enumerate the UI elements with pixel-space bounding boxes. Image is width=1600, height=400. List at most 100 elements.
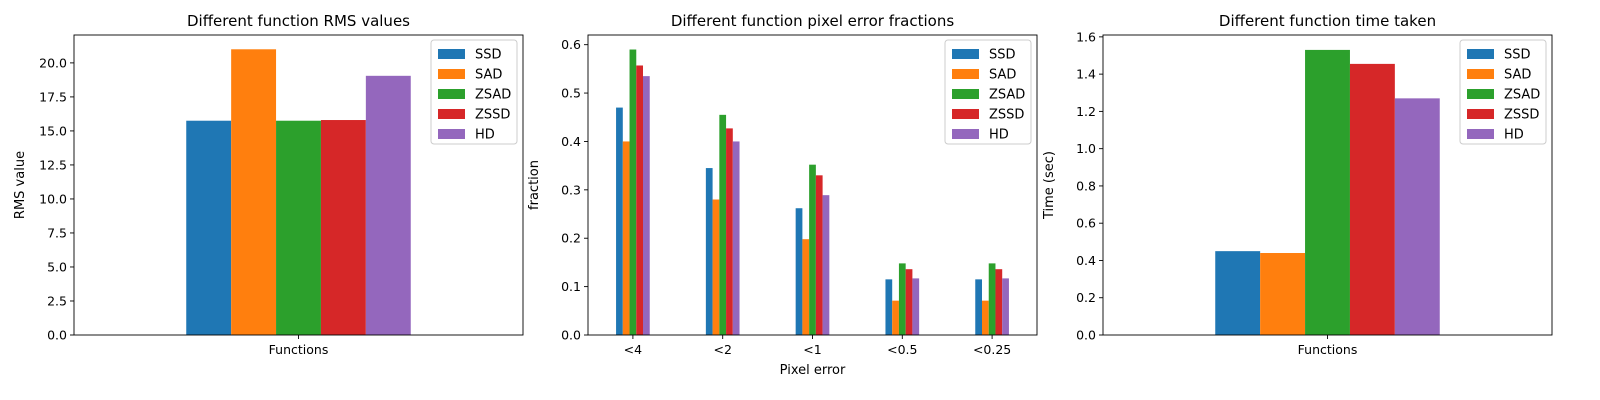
legend: SSD SAD ZSAD ZSSD HD [1459, 39, 1547, 145]
bar-sad-1 [1260, 253, 1306, 335]
legend-label: SAD [475, 68, 502, 83]
bar-zssd-1 [320, 120, 366, 335]
bar-ssd-5 [975, 279, 982, 335]
legend-swatch-hd [438, 129, 465, 139]
x-tick-label: <4 [624, 342, 642, 357]
chart-2: Different function pixel error fractions… [527, 12, 1038, 378]
bar-zsad-5 [988, 263, 996, 335]
legend-swatch-hd [1467, 129, 1494, 139]
chart-title: Different function pixel error fractions [671, 12, 955, 30]
legend-label: HD [475, 128, 495, 143]
y-axis-label: Time (sec) [1042, 151, 1057, 220]
legend-swatch-zsad [438, 89, 465, 99]
bar-zssd-5 [995, 269, 1003, 335]
bar-sad-4 [892, 300, 899, 335]
legend-swatch-ssd [1467, 49, 1494, 59]
x-axis-label: Pixel error [780, 363, 846, 378]
legend-swatch-zssd [952, 109, 979, 119]
y-tick-label: 0.1 [561, 279, 581, 294]
y-tick-label: 0.0 [47, 328, 67, 343]
legend: SSD SAD ZSAD ZSSD HD [944, 39, 1032, 145]
legend-label: SSD [475, 48, 502, 63]
legend-label: ZSAD [989, 88, 1025, 103]
bar-zssd-3 [815, 175, 823, 335]
legend-label: SAD [1504, 68, 1531, 83]
bar-zssd-4 [905, 269, 913, 335]
bar-hd-4 [912, 278, 920, 335]
chart-title: Different function RMS values [187, 12, 410, 30]
bar-sad-1 [622, 141, 630, 335]
y-axis-label: RMS value [13, 151, 28, 219]
y-tick-label: 0.2 [1076, 290, 1096, 305]
y-tick-label: 0.4 [1076, 253, 1096, 268]
legend-label: ZSSD [475, 108, 510, 123]
bar-sad-5 [981, 300, 989, 335]
y-tick-label: 0.8 [1076, 178, 1096, 193]
y-tick-label: 0.6 [561, 37, 581, 52]
legend-swatch-sad [952, 69, 979, 79]
y-tick-label: 0.3 [561, 182, 581, 197]
legend-label: SAD [989, 68, 1016, 83]
bar-zsad-1 [1305, 49, 1350, 336]
bar-zsad-3 [809, 164, 816, 335]
legend-swatch-zssd [1467, 109, 1494, 119]
y-tick-label: 0.5 [561, 86, 581, 101]
legend-swatch-sad [438, 69, 465, 79]
y-tick-label: 17.5 [39, 89, 67, 104]
legend-label: ZSAD [1504, 88, 1540, 103]
bar-zsad-2 [719, 114, 727, 335]
y-tick-label: 1.6 [1076, 29, 1096, 44]
y-tick-label: 20.0 [39, 55, 67, 70]
x-tick-label: <0.5 [887, 342, 917, 357]
legend-label: ZSAD [475, 88, 511, 103]
x-tick-label: <0.25 [973, 342, 1011, 357]
bar-zssd-1 [1349, 63, 1395, 335]
y-axis-label: fraction [527, 160, 542, 210]
bar-ssd-1 [186, 120, 232, 335]
legend-label: HD [989, 128, 1009, 143]
legend-swatch-ssd [438, 49, 465, 59]
chart-3: Different function time taken 0.0 0.2 0.4 0.… [1042, 12, 1553, 357]
legend-swatch-zsad [952, 89, 979, 99]
y-tick-label: 1.4 [1076, 67, 1096, 82]
bar-ssd-1 [1215, 251, 1261, 335]
bar-ssd-3 [795, 208, 803, 335]
y-tick-label: 0.4 [561, 134, 581, 149]
legend-swatch-hd [952, 129, 979, 139]
chart-1: Different function RMS values 0.0 2.5 5.0 7.… [13, 12, 524, 357]
bar-ssd-2 [705, 168, 713, 335]
legend-swatch-ssd [952, 49, 979, 59]
x-tick-label: <2 [713, 342, 731, 357]
bar-zssd-1 [636, 65, 644, 335]
legend-swatch-sad [1467, 69, 1494, 79]
bar-sad-1 [231, 49, 277, 336]
legend-swatch-zssd [438, 109, 465, 119]
bar-sad-3 [802, 239, 810, 335]
y-tick-label: 12.5 [39, 157, 67, 172]
bar-zsad-1 [629, 49, 637, 336]
legend-label: ZSSD [989, 108, 1024, 123]
bar-ssd-1 [616, 107, 623, 335]
x-tick-label: Functions [1298, 342, 1358, 357]
bar-sad-2 [712, 199, 720, 335]
y-tick-label: 7.5 [47, 225, 67, 240]
legend-label: SSD [1504, 48, 1531, 63]
y-tick-label: 2.5 [47, 293, 67, 308]
y-tick-label: 10.0 [39, 191, 67, 206]
y-tick-label: 0.0 [1076, 328, 1096, 343]
y-tick-label: 15.0 [39, 123, 67, 138]
y-tick-label: 5.0 [47, 259, 67, 274]
bar-hd-2 [732, 141, 740, 335]
bar-hd-1 [1394, 98, 1440, 335]
bar-zsad-4 [898, 263, 906, 335]
bar-hd-3 [822, 195, 830, 335]
bar-hd-5 [1002, 278, 1009, 335]
y-tick-label: 1.0 [1076, 141, 1096, 156]
bar-zssd-2 [726, 128, 733, 335]
y-tick-label: 0.0 [561, 328, 581, 343]
legend-swatch-zsad [1467, 89, 1494, 99]
chart-title: Different function time taken [1219, 12, 1436, 30]
y-tick-label: 0.6 [1076, 216, 1096, 231]
